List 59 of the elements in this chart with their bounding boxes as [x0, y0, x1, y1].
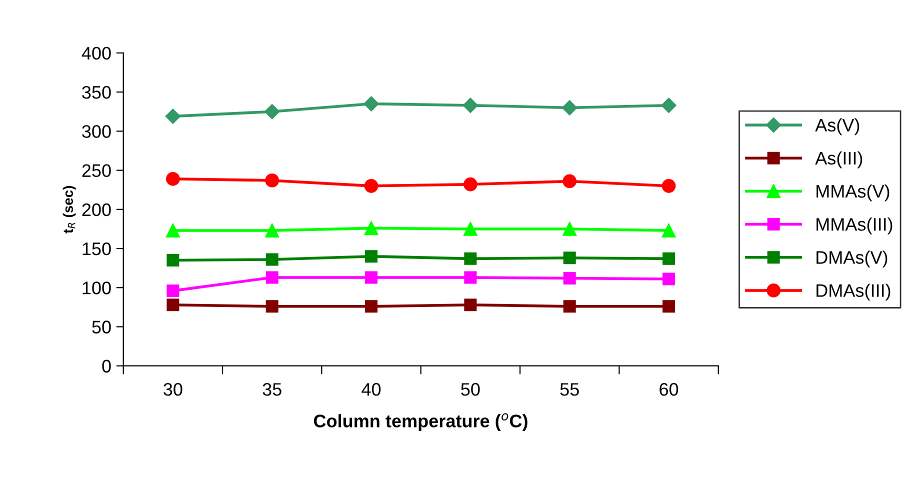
- x-axis-title: Column temperature ($^{o}$C): [314, 413, 528, 431]
- point: [662, 178, 676, 193]
- point: [562, 100, 578, 116]
- point: [166, 172, 180, 186]
- x-tick-label: 55: [560, 383, 579, 396]
- point: [562, 222, 577, 236]
- point: [166, 224, 180, 238]
- y-tick-label: 150: [82, 242, 111, 256]
- point: [364, 221, 378, 236]
- y-tick-label: 400: [82, 46, 111, 60]
- point: [463, 177, 478, 192]
- x-tick-label: 60: [660, 383, 678, 396]
- legend-label: As(III): [815, 151, 862, 168]
- point: [662, 272, 676, 286]
- y-tick-label: 100: [82, 282, 111, 294]
- legend-label: MMAs(V): [816, 184, 890, 202]
- point: [365, 271, 378, 284]
- point: [662, 252, 676, 265]
- point: [562, 174, 577, 188]
- point: [166, 298, 180, 312]
- x-tick-label: 35: [262, 383, 282, 396]
- point: [165, 108, 181, 124]
- y-tick-label: 200: [82, 203, 111, 216]
- point: [166, 254, 180, 266]
- legend-label: DMAs(V): [816, 250, 888, 268]
- point: [365, 250, 378, 263]
- legend-label: MMAs(III): [816, 218, 892, 234]
- legend-label: DMAs(III): [816, 284, 890, 301]
- point: [464, 298, 477, 312]
- point: [464, 271, 477, 284]
- point: [662, 224, 676, 238]
- point: [661, 98, 676, 113]
- point: [266, 300, 278, 313]
- point: [265, 224, 280, 238]
- x-tick-label: 50: [461, 383, 480, 396]
- point: [364, 96, 379, 112]
- point: [265, 174, 280, 188]
- point: [463, 222, 478, 236]
- point: [563, 272, 576, 284]
- x-tick-label: 40: [362, 383, 381, 396]
- point: [166, 284, 180, 298]
- point: [266, 271, 278, 284]
- point: [364, 178, 378, 193]
- point: [464, 252, 477, 265]
- point: [462, 98, 478, 113]
- y-tick-label: 250: [82, 164, 111, 178]
- y-tick-label: 50: [92, 320, 111, 334]
- legend-label: As(V): [815, 118, 860, 136]
- point: [264, 104, 280, 120]
- y-tick-label: 350: [82, 86, 111, 99]
- point: [563, 300, 576, 313]
- x-tick-label: 30: [164, 383, 182, 396]
- point: [662, 300, 676, 313]
- y-tick-label: 300: [82, 125, 111, 138]
- point: [563, 252, 576, 264]
- y-axis-title: t$_{R}$ (sec): [62, 186, 76, 234]
- y-tick-label: 0: [102, 360, 111, 373]
- point: [266, 253, 278, 266]
- point: [365, 300, 378, 313]
